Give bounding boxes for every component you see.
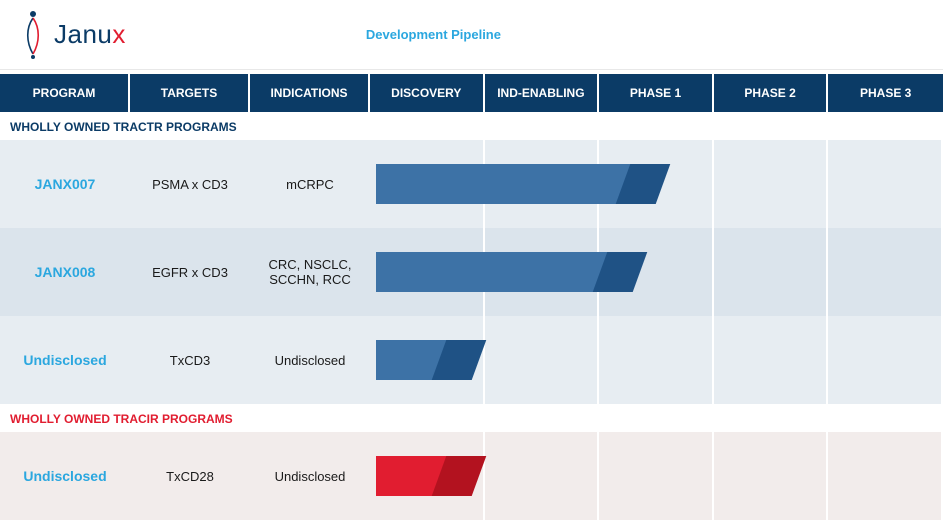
stage-column: [599, 432, 714, 520]
stage-column: [714, 228, 829, 316]
stage-column: [828, 140, 943, 228]
targets-text: PSMA x CD3: [130, 177, 250, 192]
stage-column: [485, 432, 600, 520]
progress-bar: [376, 340, 479, 380]
stage-column: [828, 316, 943, 404]
pipeline-row: UndisclosedTxCD28Undisclosed: [0, 432, 943, 520]
col-targets: TARGETS: [130, 74, 250, 112]
col-phase-2: PHASE 2: [714, 74, 829, 112]
brand-name-accent: x: [112, 19, 126, 49]
targets-text: TxCD3: [130, 353, 250, 368]
stage-column: [714, 432, 829, 520]
program-name[interactable]: Undisclosed: [0, 352, 130, 368]
targets-text: EGFR x CD3: [130, 265, 250, 280]
indications-text: Undisclosed: [250, 469, 370, 484]
stage-area: [370, 228, 943, 316]
indications-text: Undisclosed: [250, 353, 370, 368]
col-ind-enabling: IND-ENABLING: [485, 74, 600, 112]
targets-text: TxCD28: [130, 469, 250, 484]
pipeline-row: UndisclosedTxCD3Undisclosed: [0, 316, 943, 404]
pipeline-title: Development Pipeline: [366, 27, 501, 42]
section-title: WHOLLY OWNED TRACTr PROGRAMS: [0, 112, 943, 140]
program-name[interactable]: JANX008: [0, 264, 130, 280]
progress-bar: [376, 456, 479, 496]
stage-column: [485, 316, 600, 404]
pipeline-row: JANX008EGFR x CD3CRC, NSCLC, SCCHN, RCC: [0, 228, 943, 316]
col-program: PROGRAM: [0, 74, 130, 112]
col-phase-3: PHASE 3: [828, 74, 943, 112]
program-name[interactable]: Undisclosed: [0, 468, 130, 484]
progress-bar: [376, 164, 663, 204]
stage-column: [828, 228, 943, 316]
col-phase-1: PHASE 1: [599, 74, 714, 112]
program-name[interactable]: JANX007: [0, 176, 130, 192]
stage-area: [370, 316, 943, 404]
stage-column: [714, 140, 829, 228]
header: Janux Development Pipeline: [0, 0, 943, 70]
pipeline-sections: WHOLLY OWNED TRACTr PROGRAMSJANX007PSMA …: [0, 112, 943, 520]
pipeline-row: JANX007PSMA x CD3mCRPC: [0, 140, 943, 228]
brand-name-main: Janu: [54, 19, 112, 49]
stage-column: [714, 316, 829, 404]
stage-area: [370, 432, 943, 520]
indications-text: CRC, NSCLC, SCCHN, RCC: [250, 257, 370, 287]
logo: Janux: [20, 10, 126, 60]
col-discovery: DISCOVERY: [370, 74, 485, 112]
col-indications: INDICATIONS: [250, 74, 370, 112]
stage-area: [370, 140, 943, 228]
progress-bar: [376, 252, 640, 292]
stage-column: [599, 316, 714, 404]
indications-text: mCRPC: [250, 177, 370, 192]
logo-icon: [20, 10, 46, 60]
column-headers: PROGRAM TARGETS INDICATIONS DISCOVERY IN…: [0, 74, 943, 112]
section-title: WHOLLY OWNED TRACIr PROGRAMS: [0, 404, 943, 432]
stage-column: [828, 432, 943, 520]
brand-name: Janux: [54, 19, 126, 50]
